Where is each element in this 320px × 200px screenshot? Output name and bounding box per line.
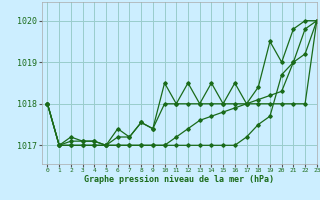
X-axis label: Graphe pression niveau de la mer (hPa): Graphe pression niveau de la mer (hPa) [84,175,274,184]
